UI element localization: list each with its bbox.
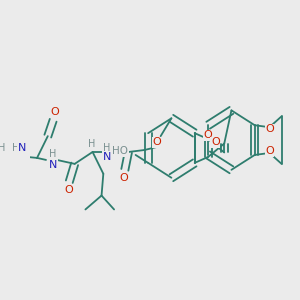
Text: O: O <box>64 184 73 195</box>
Text: H: H <box>50 149 57 159</box>
Text: H: H <box>88 139 95 149</box>
Text: N: N <box>103 152 111 162</box>
Text: H: H <box>0 143 5 153</box>
Text: O: O <box>51 107 59 117</box>
Text: N: N <box>49 160 57 170</box>
Text: O: O <box>211 137 220 147</box>
Text: HO: HO <box>112 146 128 156</box>
Text: O: O <box>204 130 212 140</box>
Text: O: O <box>120 173 128 183</box>
Text: O: O <box>153 137 161 147</box>
Text: N: N <box>18 143 26 153</box>
Text: O: O <box>265 124 274 134</box>
Text: O: O <box>265 146 274 156</box>
Text: H: H <box>103 143 111 153</box>
Text: H: H <box>12 143 19 153</box>
